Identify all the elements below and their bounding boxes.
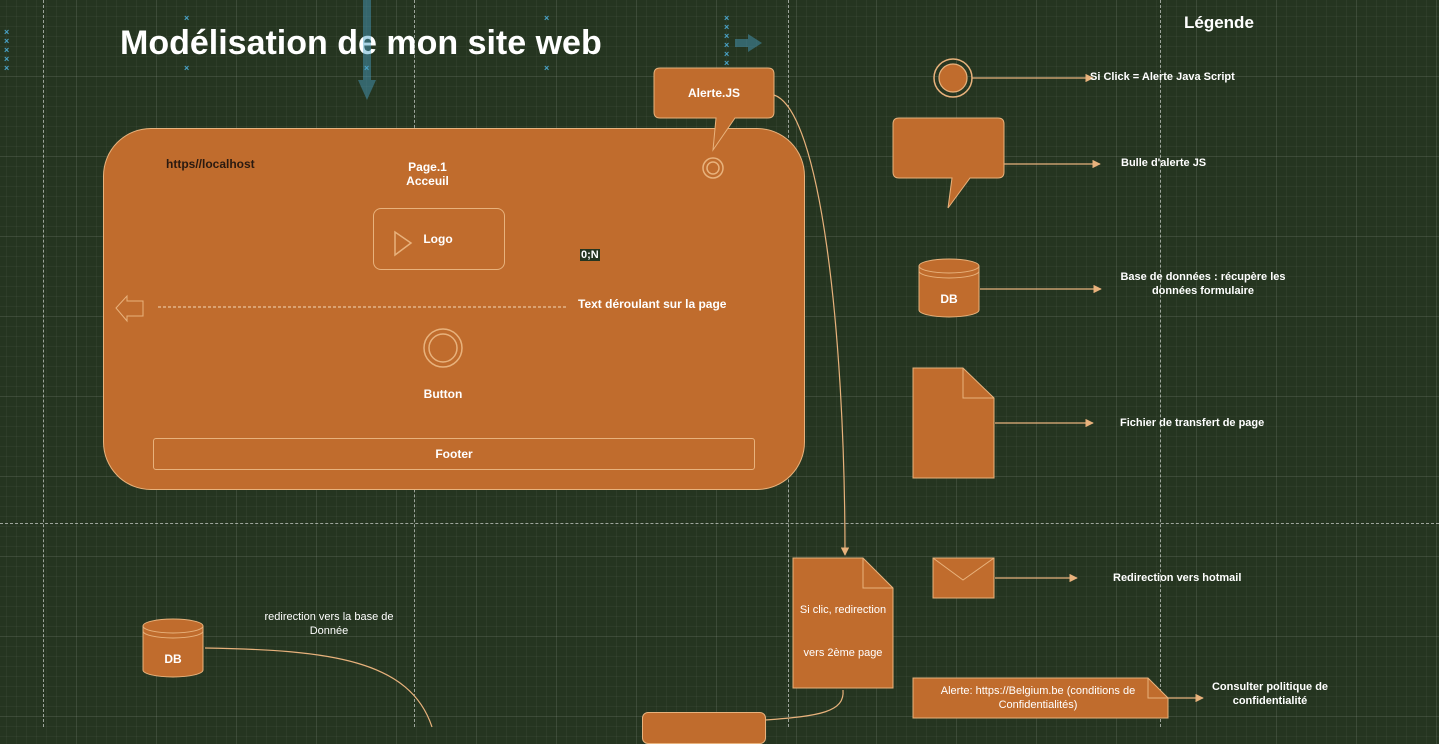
- bottom-db-label: DB: [164, 652, 182, 666]
- alert-bubble-shape[interactable]: [0, 0, 1439, 727]
- connector-alert-to-doc[interactable]: [773, 94, 850, 556]
- alert-note-shape[interactable]: [0, 0, 1439, 727]
- footer-label: Footer: [435, 447, 473, 461]
- alert-note-text: Alerte: https://Belgium.be (conditions d…: [940, 685, 1136, 711]
- bottom-db-caption[interactable]: redirection vers la base de Donnée: [264, 611, 394, 637]
- guide-line: [0, 523, 1439, 524]
- connector-doc-curve[interactable]: [764, 689, 844, 721]
- database-icon[interactable]: [0, 0, 1439, 727]
- page-container[interactable]: [103, 128, 805, 490]
- legend-bubble-text[interactable]: Bulle d'alerte JS: [1121, 157, 1207, 169]
- legend-title[interactable]: Légende: [1184, 13, 1254, 32]
- logo-label: Logo: [423, 232, 453, 246]
- selection-handle[interactable]: ×: [544, 63, 550, 73]
- legend-db-text[interactable]: Base de données : récupère les données f…: [1120, 271, 1286, 297]
- click-legend-icon[interactable]: [0, 0, 1439, 727]
- scroll-text[interactable]: Text déroulant sur la page: [578, 297, 727, 311]
- legend-mail-text[interactable]: Redirection vers hotmail: [1113, 572, 1242, 584]
- selection-handle[interactable]: ×: [544, 13, 550, 23]
- button-radio-icon[interactable]: [0, 0, 1439, 727]
- file-icon[interactable]: [0, 0, 1439, 727]
- selection-handle[interactable]: ×: [184, 13, 190, 23]
- button-label[interactable]: Button: [423, 387, 463, 401]
- guide-line: [43, 0, 44, 727]
- selection-handle[interactable]: ×: [364, 64, 369, 73]
- database-icon[interactable]: [0, 0, 1439, 727]
- connector-db-curve[interactable]: [204, 647, 433, 728]
- edge-label[interactable]: 0;N: [580, 249, 600, 261]
- redirect-doc-line1: Si clic, redirection: [799, 604, 887, 616]
- alert-bubble-label: Alerte.JS: [687, 86, 741, 100]
- legend-db-shape-label: DB: [940, 292, 958, 306]
- redirect-document-shape[interactable]: [0, 0, 1439, 727]
- legend-click-text[interactable]: Si Click = Alerte Java Script: [1090, 71, 1235, 83]
- selection-handle[interactable]: × × × × ×: [4, 27, 10, 73]
- footer-box[interactable]: Footer: [153, 438, 755, 470]
- connectors-layer: [204, 0, 1204, 728]
- selection-handle[interactable]: ×: [184, 63, 190, 73]
- page-url[interactable]: https//localhost: [166, 157, 255, 171]
- page-name[interactable]: Page.1 Acceuil: [406, 160, 449, 188]
- diagram-title[interactable]: Modélisation de mon site web: [120, 24, 602, 62]
- redirect-doc-line2: vers 2ème page: [803, 647, 883, 659]
- legend-file-text[interactable]: Fichier de transfert de page: [1120, 417, 1265, 429]
- legend-policy-text[interactable]: Consulter politique de confidentialité: [1211, 681, 1329, 707]
- bubble-legend-icon[interactable]: [0, 0, 1439, 727]
- selection-handle[interactable]: × × × × × ×: [724, 13, 730, 68]
- arrow-left-icon[interactable]: [0, 0, 1439, 727]
- guide-line: [1160, 0, 1161, 727]
- play-icon: [394, 230, 413, 257]
- logo-box[interactable]: [373, 208, 505, 270]
- connection-hint-arrow[interactable]: [358, 0, 762, 100]
- bottom-partial-box[interactable]: [642, 712, 766, 744]
- mail-icon[interactable]: [0, 0, 1439, 727]
- target-radio-icon[interactable]: [0, 0, 1439, 727]
